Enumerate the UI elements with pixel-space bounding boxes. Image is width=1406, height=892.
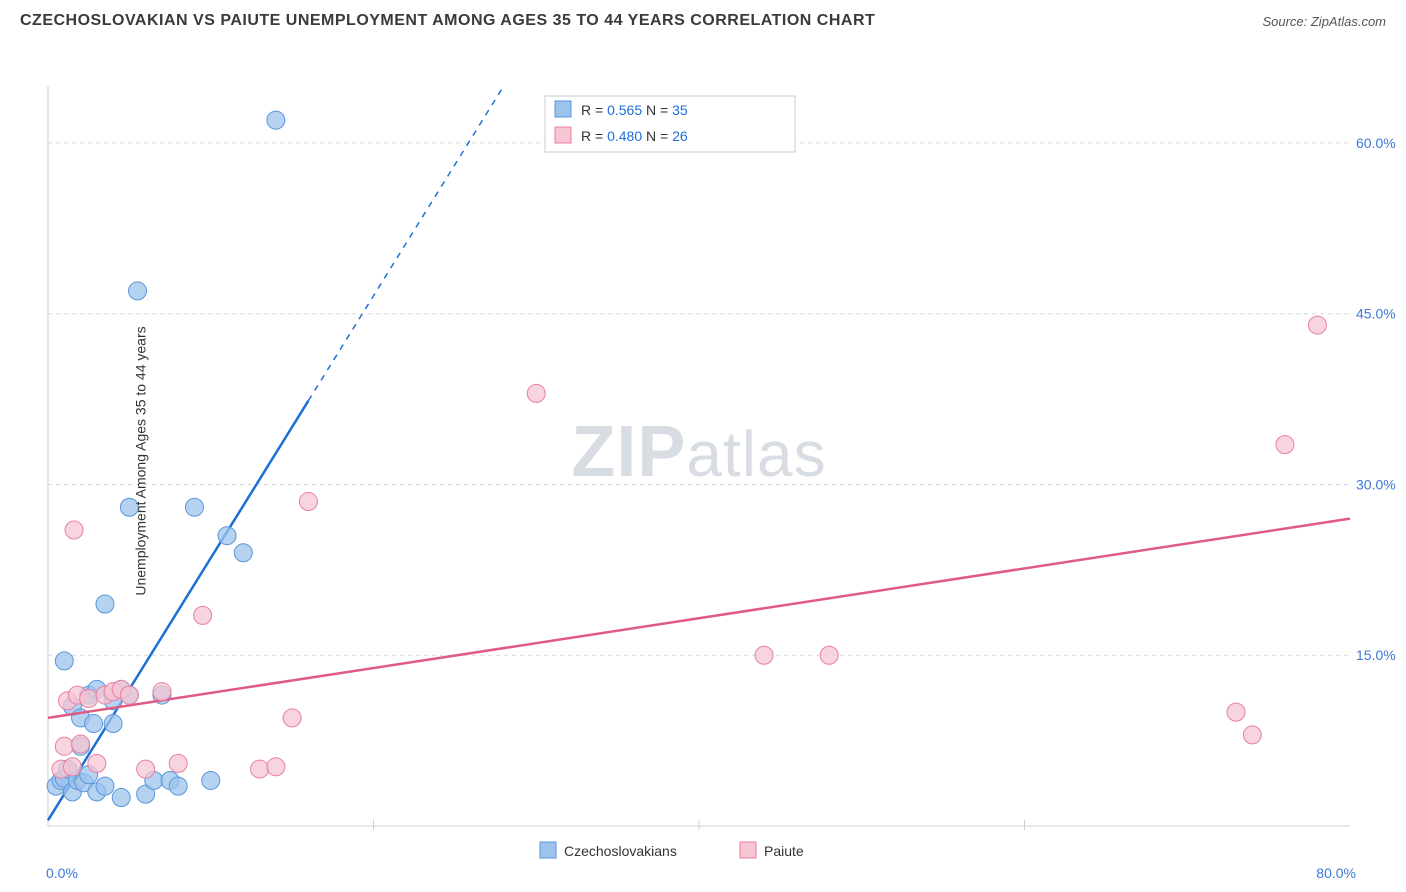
svg-text:45.0%: 45.0%	[1356, 306, 1396, 322]
y-axis-label: Unemployment Among Ages 35 to 44 years	[133, 326, 149, 595]
svg-text:R = 0.565 N = 35: R = 0.565 N = 35	[581, 102, 688, 118]
svg-text:80.0%: 80.0%	[1316, 865, 1356, 881]
chart-title: CZECHOSLOVAKIAN VS PAIUTE UNEMPLOYMENT A…	[20, 12, 875, 30]
svg-text:60.0%: 60.0%	[1356, 135, 1396, 151]
svg-text:Paiute: Paiute	[764, 843, 804, 859]
svg-text:0.0%: 0.0%	[46, 865, 78, 881]
svg-text:Czechoslovakians: Czechoslovakians	[564, 843, 677, 859]
svg-text:ZIPatlas: ZIPatlas	[571, 412, 826, 492]
correlation-scatter-chart: ZIPatlas 15.0% 30.0% 45.0% 60.0% 0.0% 80.0% R =…	[0, 36, 1406, 886]
svg-text:R = 0.480 N = 26: R = 0.480 N = 26	[581, 128, 688, 144]
svg-text:15.0%: 15.0%	[1356, 647, 1396, 663]
source-label: Source: ZipAtlas.com	[1262, 14, 1386, 29]
svg-text:30.0%: 30.0%	[1356, 476, 1396, 492]
